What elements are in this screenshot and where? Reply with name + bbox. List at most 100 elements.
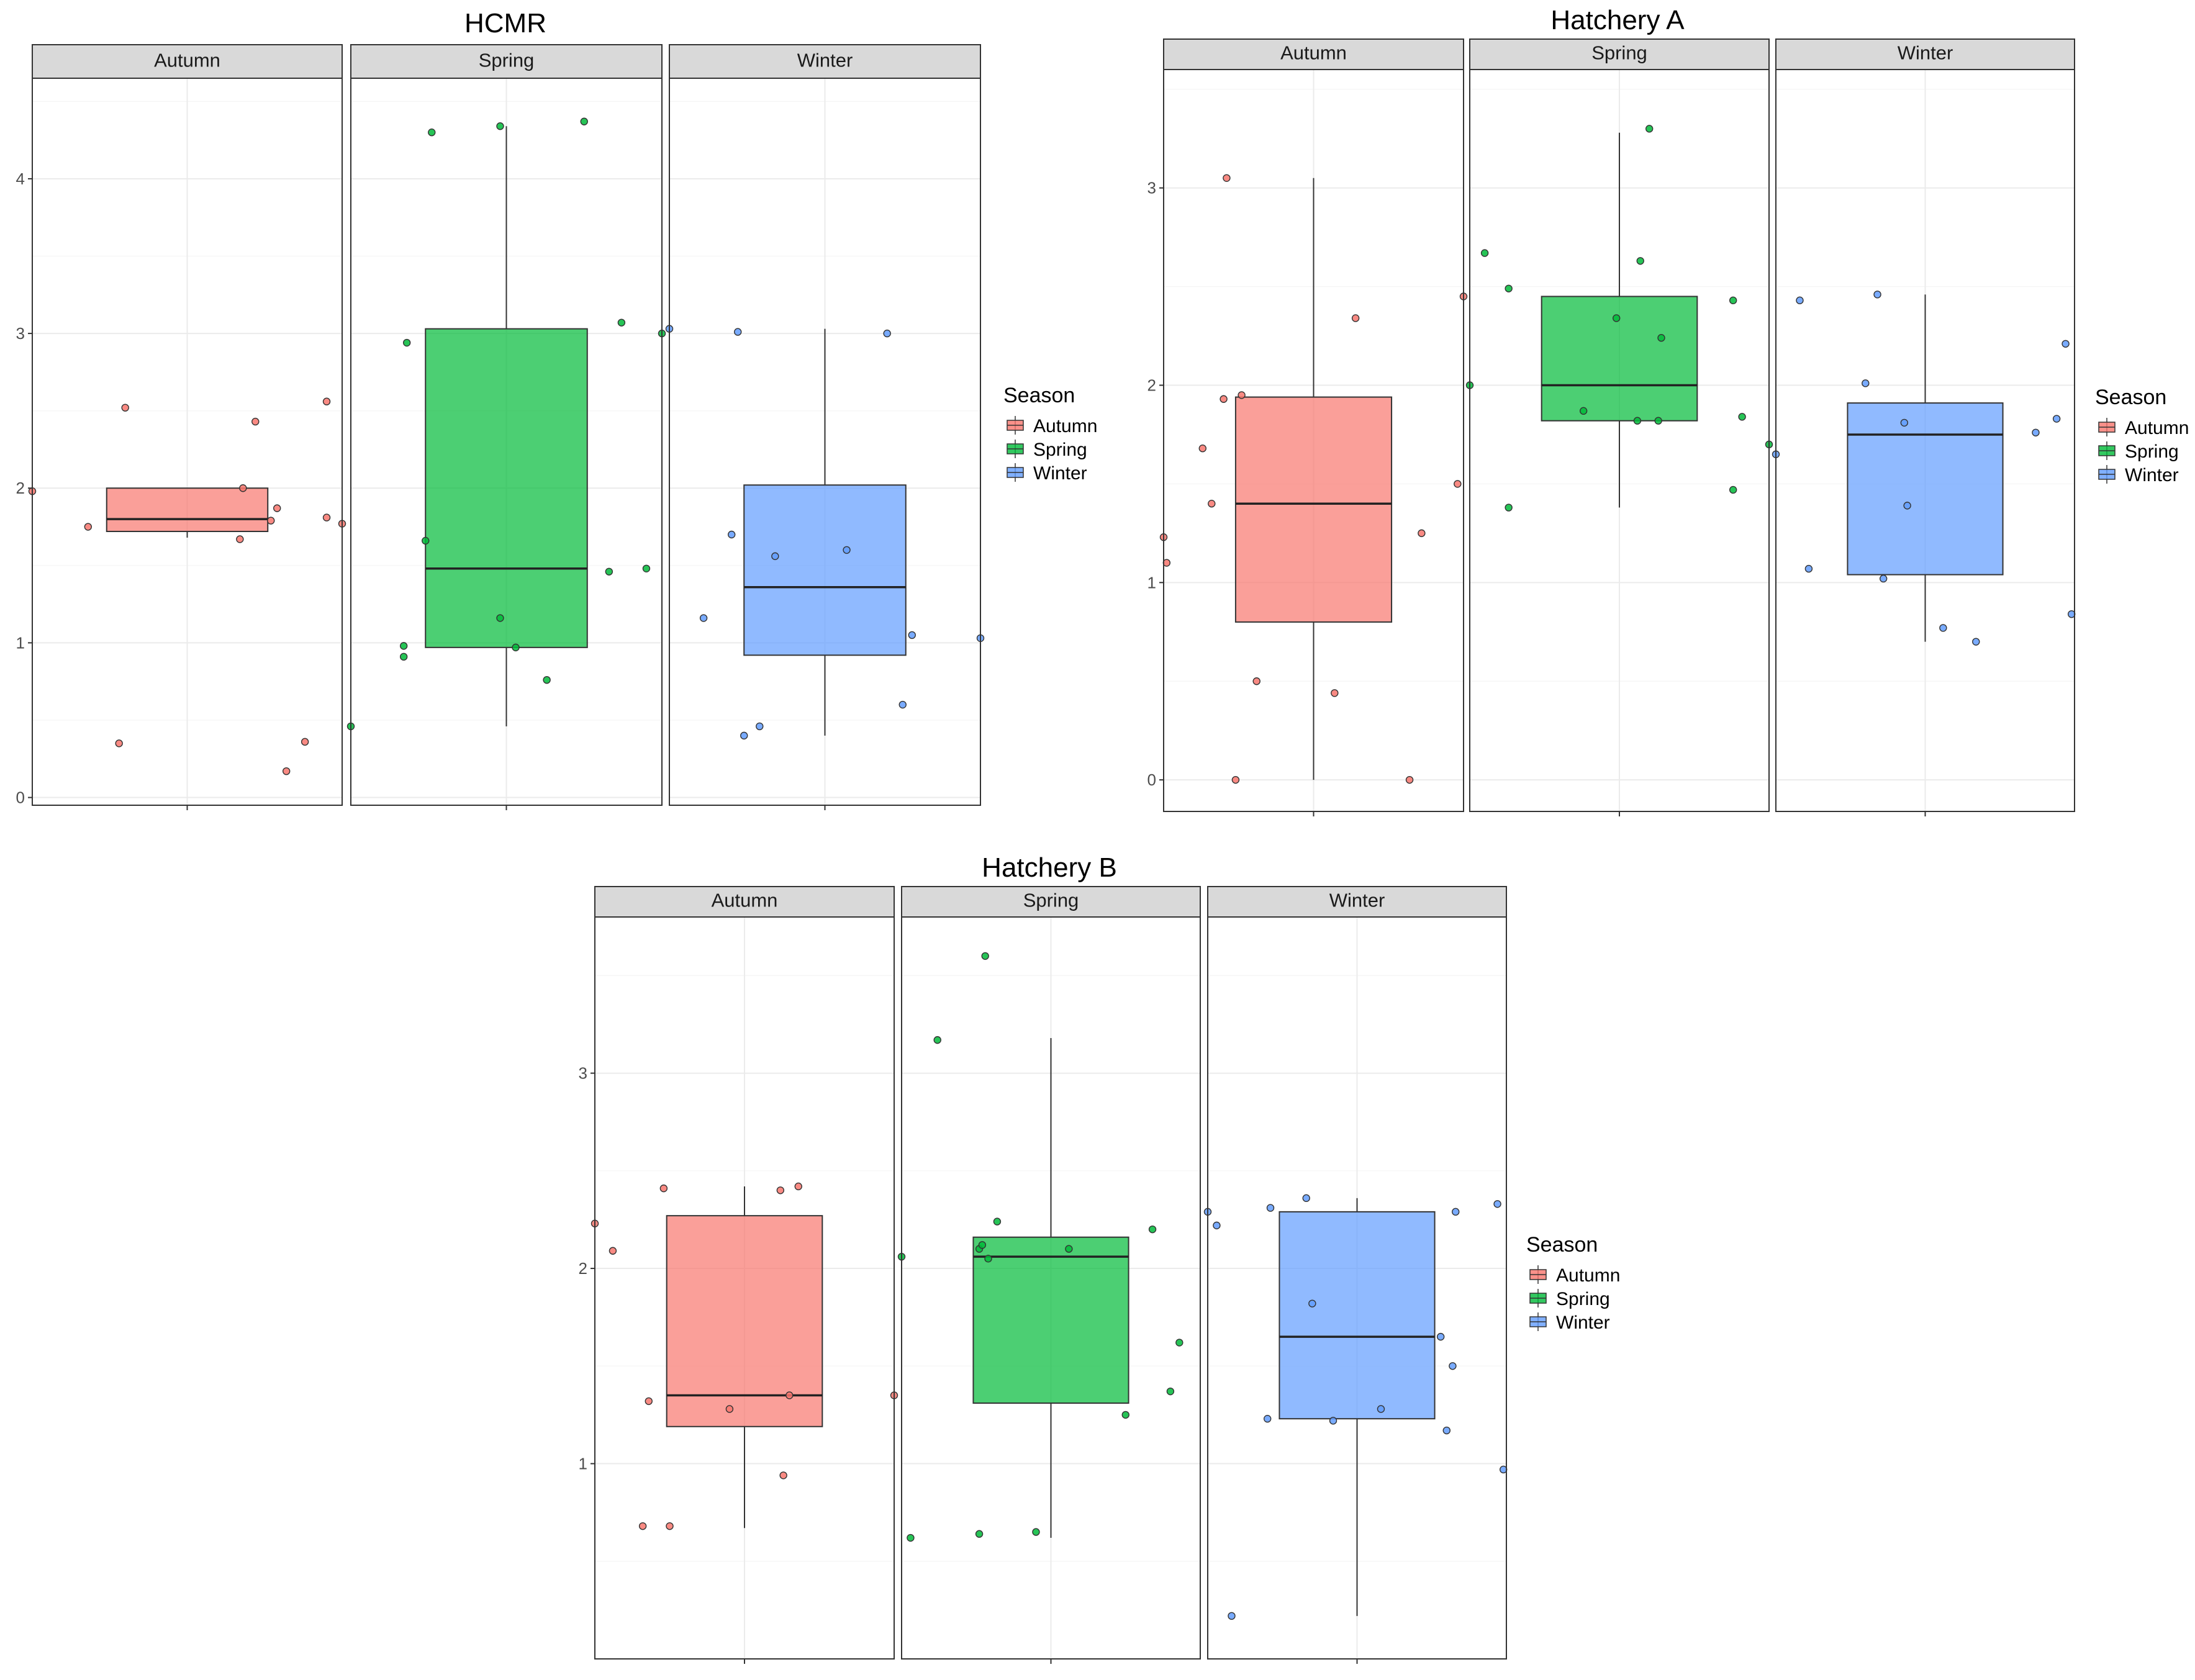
- data-point: [993, 1217, 1002, 1226]
- data-point: [1804, 564, 1813, 573]
- data-point: [1505, 284, 1513, 292]
- legend-label-autumn: Autumn: [2125, 418, 2189, 438]
- legend: Season Autumn Spring Winter: [2095, 386, 2189, 485]
- data-point: [1579, 407, 1588, 415]
- data-point: [322, 397, 331, 405]
- data-point: [1302, 1194, 1310, 1203]
- legend-label-autumn: Autumn: [1556, 1265, 1620, 1286]
- data-point: [617, 318, 626, 327]
- data-point: [771, 552, 779, 561]
- data-point: [1873, 291, 1881, 299]
- facet-strip-label: Winter: [1898, 42, 1953, 63]
- legend: Season Autumn Spring Winter: [1526, 1233, 1620, 1333]
- y-tick-label: 3: [16, 324, 25, 343]
- data-point: [1252, 677, 1260, 685]
- data-point: [301, 738, 309, 746]
- data-point: [1645, 125, 1654, 133]
- facet-strip: [350, 44, 663, 79]
- y-tick-label: 2: [579, 1259, 587, 1278]
- data-point: [496, 614, 504, 622]
- data-point: [512, 643, 520, 652]
- facet-strip: [901, 886, 1201, 918]
- facet-autumn: Autumn: [28, 44, 346, 810]
- data-point: [1449, 1362, 1457, 1370]
- data-point: [273, 504, 281, 512]
- data-point: [1223, 174, 1231, 183]
- data-point: [1213, 1221, 1221, 1230]
- data-point: [121, 404, 129, 412]
- data-point: [1121, 1411, 1129, 1419]
- y-tick-label: 3: [579, 1064, 587, 1083]
- data-point: [1266, 1204, 1275, 1212]
- data-point: [115, 739, 123, 747]
- data-point: [1900, 418, 1909, 427]
- box-iqr: [1541, 296, 1698, 422]
- data-point: [1148, 1225, 1157, 1234]
- facet-autumn: Autumn: [591, 886, 898, 1664]
- data-point: [322, 513, 331, 522]
- data-point: [981, 952, 989, 960]
- data-point: [2032, 428, 2040, 436]
- facet-strip-label: Spring: [479, 50, 535, 71]
- data-point: [428, 129, 436, 137]
- data-point: [907, 1533, 915, 1542]
- chart-2: Hatchery B Autumn Spring Winter 1 2 3 Season Aut…: [579, 852, 1620, 1664]
- data-point: [580, 117, 588, 125]
- facet-strip-label: Autumn: [1280, 42, 1347, 63]
- data-point: [725, 1405, 734, 1413]
- legend-label-winter: Winter: [1033, 463, 1087, 484]
- data-point: [282, 767, 291, 775]
- data-point: [2052, 415, 2061, 423]
- data-point: [1729, 296, 1737, 305]
- data-point: [1796, 296, 1804, 305]
- data-point: [1220, 395, 1228, 403]
- box-iqr: [1234, 396, 1393, 623]
- facet-strip: [669, 44, 981, 79]
- data-point: [422, 536, 430, 545]
- data-point: [978, 1241, 987, 1249]
- y-tick-label: 2: [16, 479, 25, 497]
- chart-title: Hatchery A: [1550, 5, 1685, 35]
- facet-strip: [32, 44, 343, 79]
- legend-title: Season: [1003, 384, 1075, 407]
- facet-strip-label: Autumn: [154, 50, 220, 71]
- data-point: [645, 1397, 653, 1406]
- data-point: [1351, 314, 1360, 322]
- data-point: [605, 567, 613, 576]
- legend-label-winter: Winter: [2125, 465, 2179, 485]
- data-point: [1175, 1339, 1183, 1347]
- facet-strip-label: Spring: [1023, 889, 1079, 911]
- data-point: [1738, 413, 1746, 421]
- facet-strip-label: Autumn: [712, 889, 778, 911]
- data-point: [1377, 1405, 1385, 1413]
- data-point: [399, 653, 408, 661]
- data-point: [727, 530, 736, 539]
- data-point: [734, 328, 742, 336]
- facet-spring: Spring: [1465, 38, 1773, 816]
- y-tick-label: 2: [1147, 376, 1156, 395]
- data-point: [1454, 480, 1462, 488]
- y-tick-label: 0: [16, 788, 25, 807]
- box-iqr: [666, 1215, 823, 1427]
- data-point: [1405, 775, 1414, 784]
- y-tick-label: 1: [579, 1455, 587, 1473]
- data-point: [1238, 391, 1246, 399]
- facet-strip-label: Winter: [797, 50, 853, 71]
- data-point: [642, 564, 651, 573]
- data-point: [794, 1182, 802, 1191]
- data-point: [496, 122, 504, 130]
- facet-strip: [1163, 38, 1464, 70]
- facet-winter: Winter: [1772, 38, 2076, 816]
- legend-label-autumn: Autumn: [1033, 416, 1097, 436]
- data-point: [883, 329, 891, 338]
- data-point: [1452, 1208, 1460, 1216]
- data-point: [609, 1247, 617, 1255]
- data-point: [638, 1522, 647, 1530]
- data-point: [1633, 417, 1642, 425]
- data-point: [1729, 485, 1737, 494]
- chart-1: Hatchery A Autumn Spring Winter 0 1 2 3 Season Au…: [1147, 5, 2189, 816]
- data-point: [756, 722, 764, 731]
- data-point: [251, 417, 260, 426]
- facet-spring: Spring: [346, 44, 666, 810]
- facet-autumn: Autumn: [1159, 38, 1468, 816]
